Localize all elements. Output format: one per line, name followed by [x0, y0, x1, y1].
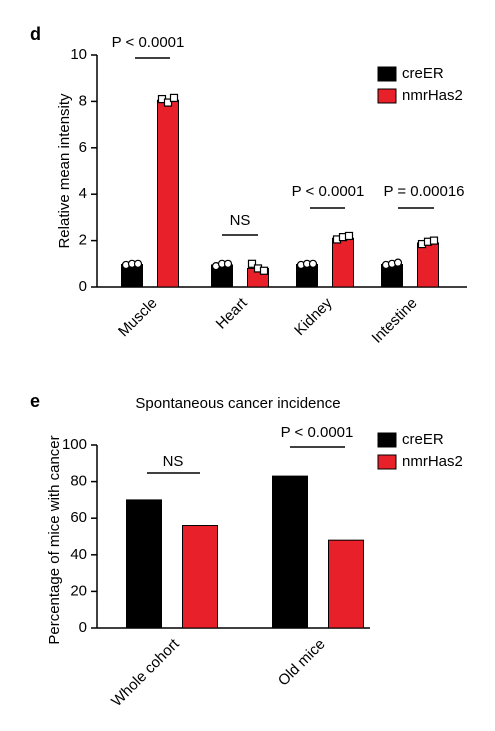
legend-label: nmrHas2	[402, 87, 463, 104]
y-tick-label: 4	[79, 185, 87, 202]
y-tick-label: 80	[70, 473, 87, 490]
legend-label: nmrHas2	[402, 453, 463, 470]
panel-label: d	[30, 24, 41, 44]
data-point	[169, 93, 179, 103]
data-point	[133, 259, 143, 268]
y-tick-label: 100	[62, 436, 87, 453]
y-tick-label: 8	[79, 92, 87, 109]
data-point	[259, 266, 269, 275]
bar	[157, 99, 179, 288]
y-tick-label: 60	[70, 509, 87, 526]
data-point	[163, 98, 173, 107]
data-point	[308, 259, 318, 268]
legend-label: creER	[402, 65, 444, 82]
legend-swatch	[377, 88, 397, 104]
y-axis-label: Relative mean intensity	[56, 93, 73, 249]
x-tick-label: Old mice	[275, 636, 329, 690]
y-tick-label: 10	[70, 46, 87, 63]
data-point	[247, 259, 257, 268]
significance-label: P = 0.00016	[383, 183, 464, 200]
x-tick-label: Intestine	[369, 295, 421, 347]
x-tick-label: Heart	[213, 294, 252, 333]
y-tick-label: 0	[79, 278, 87, 295]
data-point	[223, 259, 233, 268]
x-tick-label: Muscle	[115, 295, 161, 341]
significance-label: P < 0.0001	[112, 34, 185, 51]
y-tick-label: 40	[70, 546, 87, 563]
bar	[272, 475, 308, 629]
panel-label: e	[30, 391, 40, 411]
legend-label: creER	[402, 431, 444, 448]
x-tick-label: Whole cohort	[108, 635, 183, 710]
x-tick-label: Kidney	[291, 294, 336, 339]
data-point	[393, 258, 403, 267]
data-point	[429, 236, 439, 245]
bar	[126, 499, 162, 629]
data-point	[344, 231, 354, 241]
legend-swatch	[377, 432, 397, 448]
significance-label: P < 0.0001	[292, 183, 365, 200]
chart-title: Spontaneous cancer incidence	[135, 395, 340, 412]
significance-label: NS	[163, 453, 184, 470]
legend-swatch	[377, 66, 397, 82]
bar	[182, 525, 218, 629]
bar	[332, 237, 354, 288]
y-tick-label: 0	[79, 619, 87, 636]
bar	[417, 242, 439, 288]
y-tick-label: 2	[79, 232, 87, 249]
significance-label: NS	[230, 212, 251, 229]
y-tick-label: 6	[79, 139, 87, 156]
bar	[328, 539, 364, 629]
y-tick-label: 20	[70, 582, 87, 599]
y-axis-label: Percentage of mice with cancer	[46, 435, 63, 644]
significance-label: P < 0.0001	[281, 424, 354, 441]
legend-swatch	[377, 454, 397, 470]
